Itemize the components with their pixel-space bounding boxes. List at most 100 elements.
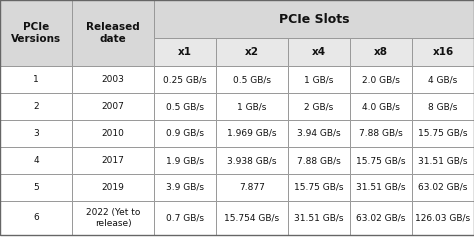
Bar — [412, 147, 474, 174]
Text: 2022 (Yet to
release): 2022 (Yet to release) — [86, 208, 140, 228]
Text: 0.9 GB/s: 0.9 GB/s — [166, 129, 204, 138]
Bar — [0, 174, 72, 201]
Bar — [0, 0, 72, 66]
Bar — [412, 66, 474, 93]
Bar — [154, 66, 216, 93]
Bar — [0, 66, 72, 93]
Bar — [154, 201, 216, 235]
Bar — [0, 147, 72, 174]
Text: PCIe Slots: PCIe Slots — [279, 13, 349, 26]
Bar — [72, 66, 154, 93]
Bar — [350, 93, 412, 120]
Text: 8 GB/s: 8 GB/s — [428, 102, 458, 111]
Bar — [216, 66, 288, 93]
Text: 1.9 GB/s: 1.9 GB/s — [166, 156, 204, 165]
Text: 63.02 GB/s: 63.02 GB/s — [419, 183, 468, 192]
Text: 63.02 GB/s: 63.02 GB/s — [356, 214, 406, 223]
Text: 2.0 GB/s: 2.0 GB/s — [362, 75, 400, 84]
Text: Released
date: Released date — [86, 22, 140, 44]
Text: 3: 3 — [33, 129, 39, 138]
Bar — [288, 174, 350, 201]
Bar — [216, 120, 288, 147]
Bar — [412, 174, 474, 201]
Bar — [0, 120, 72, 147]
Text: 3.9 GB/s: 3.9 GB/s — [166, 183, 204, 192]
Bar — [72, 93, 154, 120]
Text: 2010: 2010 — [101, 129, 125, 138]
Bar — [72, 201, 154, 235]
Text: 3.938 GB/s: 3.938 GB/s — [227, 156, 277, 165]
Bar — [154, 0, 474, 38]
Text: 7.88 GB/s: 7.88 GB/s — [359, 129, 403, 138]
Text: 2003: 2003 — [101, 75, 125, 84]
Bar — [412, 93, 474, 120]
Bar — [288, 93, 350, 120]
Bar — [154, 120, 216, 147]
Bar — [0, 201, 72, 235]
Bar — [72, 174, 154, 201]
Text: 15.75 GB/s: 15.75 GB/s — [418, 129, 468, 138]
Bar — [216, 201, 288, 235]
Bar — [216, 174, 288, 201]
Bar — [288, 38, 350, 66]
Text: 15.75 GB/s: 15.75 GB/s — [294, 183, 344, 192]
Text: 2017: 2017 — [101, 156, 125, 165]
Bar — [288, 147, 350, 174]
Text: PCIe
Versions: PCIe Versions — [11, 22, 61, 44]
Bar — [72, 120, 154, 147]
Bar — [216, 38, 288, 66]
Bar — [412, 120, 474, 147]
Text: 31.51 GB/s: 31.51 GB/s — [418, 156, 468, 165]
Text: 0.7 GB/s: 0.7 GB/s — [166, 214, 204, 223]
Text: 7.88 GB/s: 7.88 GB/s — [297, 156, 341, 165]
Bar — [350, 38, 412, 66]
Bar — [412, 38, 474, 66]
Bar — [288, 201, 350, 235]
Bar — [154, 93, 216, 120]
Text: 1: 1 — [33, 75, 39, 84]
Text: 2 GB/s: 2 GB/s — [304, 102, 334, 111]
Text: 4: 4 — [33, 156, 39, 165]
Bar — [154, 38, 216, 66]
Bar — [154, 174, 216, 201]
Text: 0.5 GB/s: 0.5 GB/s — [166, 102, 204, 111]
Text: 2019: 2019 — [101, 183, 125, 192]
Text: 15.75 GB/s: 15.75 GB/s — [356, 156, 406, 165]
Text: x1: x1 — [178, 47, 192, 57]
Bar — [350, 174, 412, 201]
Bar — [350, 147, 412, 174]
Text: 1 GB/s: 1 GB/s — [237, 102, 267, 111]
Bar — [72, 0, 154, 66]
Text: 1.969 GB/s: 1.969 GB/s — [227, 129, 277, 138]
Text: 31.51 GB/s: 31.51 GB/s — [356, 183, 406, 192]
Bar — [216, 147, 288, 174]
Text: x8: x8 — [374, 47, 388, 57]
Bar — [288, 120, 350, 147]
Text: x2: x2 — [245, 47, 259, 57]
Text: 31.51 GB/s: 31.51 GB/s — [294, 214, 344, 223]
Text: 0.5 GB/s: 0.5 GB/s — [233, 75, 271, 84]
Text: 4.0 GB/s: 4.0 GB/s — [362, 102, 400, 111]
Text: 5: 5 — [33, 183, 39, 192]
Bar — [154, 147, 216, 174]
Bar — [412, 201, 474, 235]
Text: x16: x16 — [432, 47, 454, 57]
Text: 126.03 GB/s: 126.03 GB/s — [415, 214, 471, 223]
Bar — [350, 120, 412, 147]
Bar — [350, 66, 412, 93]
Bar — [72, 147, 154, 174]
Text: 0.25 GB/s: 0.25 GB/s — [163, 75, 207, 84]
Text: 2: 2 — [33, 102, 39, 111]
Text: 4 GB/s: 4 GB/s — [428, 75, 457, 84]
Text: 2007: 2007 — [101, 102, 125, 111]
Text: 15.754 GB/s: 15.754 GB/s — [224, 214, 280, 223]
Text: 3.94 GB/s: 3.94 GB/s — [297, 129, 341, 138]
Bar — [288, 66, 350, 93]
Bar — [216, 93, 288, 120]
Text: x4: x4 — [312, 47, 326, 57]
Bar — [350, 201, 412, 235]
Text: 6: 6 — [33, 214, 39, 223]
Bar — [0, 93, 72, 120]
Text: 7.877: 7.877 — [239, 183, 265, 192]
Text: 1 GB/s: 1 GB/s — [304, 75, 334, 84]
